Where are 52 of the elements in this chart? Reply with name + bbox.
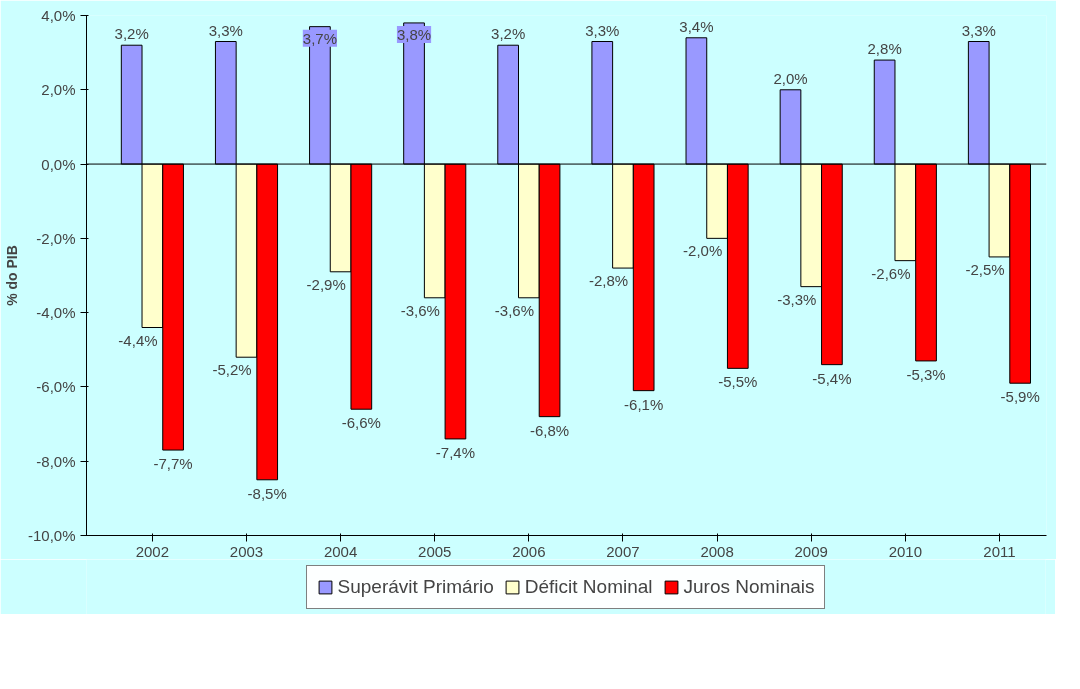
data-label: -3,6% bbox=[494, 301, 535, 319]
legend-label: Superávit Primário bbox=[337, 575, 494, 598]
data-label: -6,8% bbox=[529, 421, 570, 439]
y-tick-label: -8,0% bbox=[36, 452, 76, 470]
data-label: 3,4% bbox=[679, 17, 714, 35]
data-label: -2,8% bbox=[588, 272, 629, 290]
x-tick-label: 2004 bbox=[323, 542, 358, 560]
data-label: -5,9% bbox=[1000, 388, 1040, 406]
x-tick-label: 2010 bbox=[888, 542, 923, 560]
data-label: -2,5% bbox=[965, 260, 1005, 278]
y-axis-title: % do PIB bbox=[3, 245, 20, 306]
data-label: -6,1% bbox=[624, 395, 664, 413]
y-tick-label: 2,0% bbox=[41, 81, 76, 99]
data-label: 3,3% bbox=[585, 21, 620, 39]
y-tick-label: -6,0% bbox=[36, 378, 76, 396]
data-label: -5,4% bbox=[812, 369, 852, 387]
data-label: -5,2% bbox=[212, 361, 252, 379]
data-label: -2,0% bbox=[683, 242, 723, 260]
data-label: 3,3% bbox=[961, 21, 996, 39]
x-tick-label: 2003 bbox=[229, 542, 264, 560]
data-label: -6,6% bbox=[341, 414, 381, 432]
x-tick-label: 2006 bbox=[512, 542, 546, 560]
data-label: -8,5% bbox=[247, 484, 287, 502]
legend-label: Déficit Nominal bbox=[524, 575, 653, 598]
data-label: -2,9% bbox=[306, 275, 346, 293]
data-label: -5,3% bbox=[906, 365, 946, 383]
x-tick-label: 2011 bbox=[983, 542, 1016, 560]
data-label: 3,3% bbox=[208, 21, 243, 39]
y-tick-label: 0,0% bbox=[41, 155, 76, 173]
x-tick-label: 2009 bbox=[794, 542, 828, 560]
data-label: -3,3% bbox=[777, 290, 817, 308]
data-label: 2,0% bbox=[773, 69, 808, 87]
data-label: -4,4% bbox=[118, 331, 158, 349]
data-label: 3,8% bbox=[396, 25, 432, 43]
data-label: -2,6% bbox=[871, 264, 911, 282]
y-tick-label: -10,0% bbox=[27, 527, 76, 544]
data-label: 3,2% bbox=[491, 25, 526, 43]
x-tick-label: 2002 bbox=[135, 542, 170, 560]
y-tick-label: -2,0% bbox=[36, 229, 76, 247]
legend-label: Juros Nominais bbox=[683, 575, 815, 598]
x-tick-label: 2007 bbox=[606, 542, 640, 560]
data-label: -3,6% bbox=[400, 301, 440, 319]
y-tick-label: -4,0% bbox=[36, 304, 76, 322]
y-tick-label: 4,0% bbox=[41, 7, 76, 24]
data-label: -7,4% bbox=[435, 443, 476, 461]
data-label: 2,8% bbox=[867, 40, 902, 58]
data-label: -5,5% bbox=[718, 373, 758, 391]
data-label: 3,7% bbox=[302, 29, 338, 47]
x-tick-label: 2008 bbox=[700, 542, 734, 560]
data-label: -7,7% bbox=[153, 455, 193, 473]
data-label: 3,2% bbox=[114, 25, 149, 43]
x-tick-label: 2005 bbox=[418, 542, 452, 560]
